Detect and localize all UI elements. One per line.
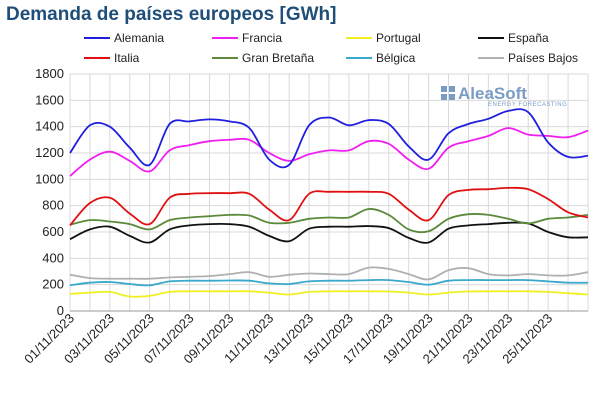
series-lines bbox=[69, 108, 589, 298]
series-line-paises-bajos bbox=[69, 266, 589, 281]
y-tick-label: 600 bbox=[42, 224, 64, 239]
aleasoft-logo: AleaSoft ENERGY FORECASTING bbox=[441, 84, 567, 108]
legend-label-alemania: Alemania bbox=[114, 31, 164, 45]
y-tick-label: 800 bbox=[42, 198, 64, 213]
series-line-gran-bretana bbox=[69, 208, 589, 234]
logo-icon bbox=[441, 86, 455, 100]
grid bbox=[69, 73, 589, 312]
y-tick-label: 1400 bbox=[35, 119, 64, 134]
y-tick-label: 1800 bbox=[35, 66, 64, 81]
y-tick-label: 1600 bbox=[35, 92, 64, 107]
legend-label-belgica: Bélgica bbox=[376, 51, 416, 65]
y-tick-label: 200 bbox=[42, 277, 64, 292]
y-tick-label: 1200 bbox=[35, 145, 64, 160]
legend: Alemania Francia Portugal España Italia Gran … bbox=[84, 31, 578, 65]
legend-label-gran-bretana: Gran Bretaña bbox=[242, 51, 314, 65]
legend-label-italia: Italia bbox=[114, 51, 140, 65]
series-line-portugal bbox=[69, 290, 589, 298]
x-axis: 01/11/202303/11/202305/11/202307/11/2023… bbox=[21, 311, 555, 367]
logo-text: AleaSoft bbox=[458, 84, 527, 103]
series-line-francia bbox=[69, 127, 589, 177]
series-line-alemania bbox=[69, 108, 589, 169]
logo-tagline: ENERGY FORECASTING bbox=[488, 102, 567, 108]
y-axis: 0 200 400 600 800 1000 1200 1400 1600 1800 bbox=[35, 66, 64, 318]
legend-label-francia: Francia bbox=[242, 31, 282, 45]
legend-label-espana: España bbox=[508, 31, 549, 45]
legend-label-paises-bajos: Países Bajos bbox=[508, 51, 578, 65]
chart-title: Demanda de países europeos [GWh] bbox=[6, 4, 337, 25]
series-line-italia bbox=[69, 186, 589, 226]
y-tick-label: 400 bbox=[42, 250, 64, 265]
series-line-belgica bbox=[69, 278, 589, 287]
series-line-espana bbox=[69, 221, 589, 244]
y-tick-label: 1000 bbox=[35, 171, 64, 186]
y-tick-label: 0 bbox=[57, 303, 64, 318]
legend-label-portugal: Portugal bbox=[376, 31, 421, 45]
